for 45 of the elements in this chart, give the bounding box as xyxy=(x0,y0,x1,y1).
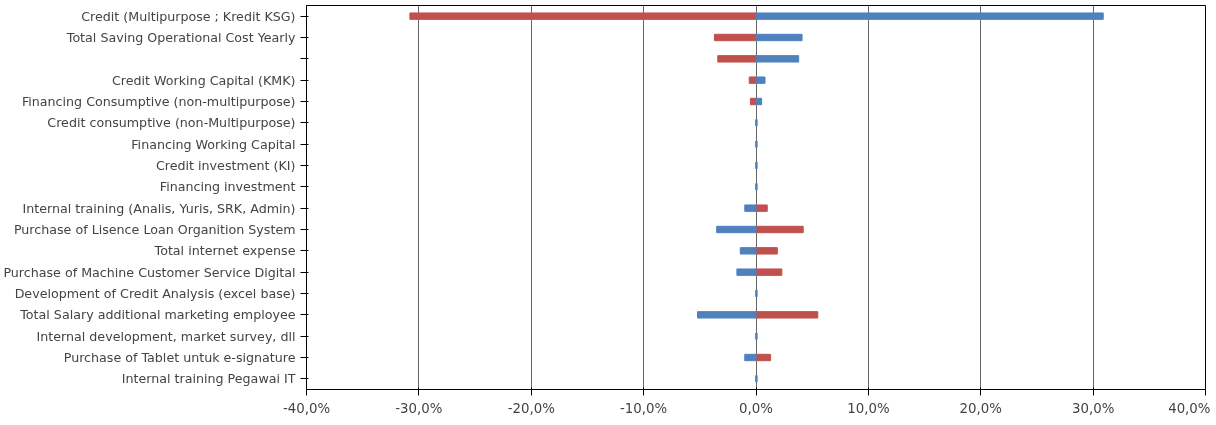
y-tick-label: Purchase of Lisence Loan Organition System xyxy=(13,222,296,237)
bar xyxy=(409,12,757,20)
y-tick-label: Purchase of Machine Customer Service Digital xyxy=(3,264,296,280)
bar xyxy=(697,311,757,319)
bar xyxy=(739,247,757,255)
x-tick-label: -10,0% xyxy=(620,400,668,416)
x-tick-label: -40,0% xyxy=(282,400,331,416)
y-tick-label: Total Saving Operational Cost Yearly xyxy=(65,30,297,45)
x-tick-label: 40,0% xyxy=(1168,400,1211,416)
bar xyxy=(755,97,763,106)
bar xyxy=(744,353,757,362)
x-tick-label: 30,0% xyxy=(1071,400,1115,416)
bar xyxy=(717,55,757,63)
bar xyxy=(713,33,757,42)
bar xyxy=(755,12,1104,20)
bar xyxy=(755,76,766,84)
x-tick-label: -20,0% xyxy=(507,400,555,416)
y-tick-label: Financing Consumptive (non-multipurpose) xyxy=(21,94,296,109)
y-tick-label: Internal development, market survey, dll xyxy=(36,328,296,344)
y-tick-label: Credit Working Capital (KMK) xyxy=(111,72,296,88)
x-tick-label: 10,0% xyxy=(847,400,890,416)
y-tick-label: Purchase of Tablet untuk e-signature xyxy=(63,350,296,365)
bar xyxy=(755,311,819,319)
bar xyxy=(716,225,757,234)
y-tick-label: Financing Working Capital xyxy=(131,136,296,152)
x-tick-label: 20,0% xyxy=(959,400,1002,416)
y-tick-label: Total internet expense xyxy=(153,243,296,259)
bar xyxy=(744,204,757,212)
y-tick-label: Financing investment xyxy=(159,179,296,195)
bar xyxy=(755,247,778,255)
x-tick-label: 0,0% xyxy=(739,400,773,416)
bar xyxy=(755,204,768,212)
y-tick-label: Total Salary additional marketing employee xyxy=(19,307,296,323)
y-tick-label: Internal training (Analis, Yuris, SRK, Admin) xyxy=(22,200,296,216)
bar xyxy=(755,225,804,234)
bar xyxy=(755,55,800,63)
bar xyxy=(755,268,783,276)
y-tick-label: Credit consumptive (non-Multipurpose) xyxy=(47,115,296,131)
y-tick-label: Credit investment (KI) xyxy=(156,158,296,173)
y-tick-label: Internal training Pegawai IT xyxy=(121,371,296,387)
x-tick-label: -30,0% xyxy=(395,400,443,416)
bar xyxy=(755,33,803,42)
bar xyxy=(736,268,757,276)
y-tick-label: Credit (Multipurpose ; Kredit KSG) xyxy=(81,8,296,24)
y-tick-label: Development of Credit Analysis (excel base) xyxy=(14,286,296,301)
